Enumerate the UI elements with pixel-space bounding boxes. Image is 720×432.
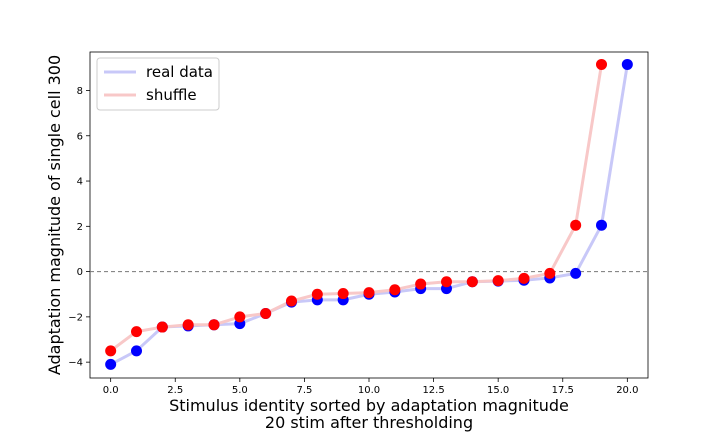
data-point-real-data [105,358,117,370]
data-point-real-data [596,219,607,231]
legend-label-shuffle: shuffle [146,86,197,104]
data-point-shuffle [570,219,582,231]
data-point-shuffle [182,319,194,331]
y-tick-label: −2 [68,312,83,323]
x-tick-label: 12.5 [422,385,444,396]
data-point-shuffle [466,276,478,288]
x-tick-label: 17.5 [552,385,574,396]
y-axis: −4 −2 0 2 4 6 8 [68,86,90,369]
data-point-shuffle [363,287,375,299]
data-point-shuffle [260,307,272,319]
data-point-shuffle [518,272,530,284]
data-point-shuffle [415,278,427,290]
data-point-shuffle [389,284,401,296]
x-axis-label: Stimulus identity sorted by adaptation m… [169,396,569,415]
y-tick-label: 4 [77,177,83,188]
data-point-shuffle [337,288,349,300]
data-point-shuffle [441,276,452,288]
x-tick-label: 20.0 [616,385,638,396]
x-tick-label: 7.5 [296,385,312,396]
x-tick-label: 5.0 [232,385,248,396]
y-tick-label: 6 [77,131,83,142]
data-point-shuffle [131,326,142,338]
data-point-shuffle [286,295,297,307]
legend-label-real-data: real data [146,63,213,81]
x-tick-label: 2.5 [167,385,183,396]
data-point-shuffle [234,311,246,323]
series-layer [105,58,633,370]
x-tick-label: 0.0 [103,385,119,396]
x-axis: 0.0 2.5 5.0 7.5 10.0 12.5 15.0 17.5 20.0 [103,378,638,396]
x-axis-label-line2: 20 stim after thresholding [265,413,473,432]
legend: real data shuffle [96,57,220,111]
data-point-shuffle [105,345,117,357]
data-point-shuffle [311,288,323,300]
data-point-shuffle [492,275,504,287]
data-point-real-data [621,58,633,70]
data-point-shuffle [156,321,168,333]
y-tick-label: −4 [68,358,83,369]
data-point-real-data [131,345,142,357]
data-point-shuffle [208,319,220,331]
y-tick-label: 8 [77,86,83,97]
y-tick-label: 0 [77,267,83,278]
x-tick-label: 15.0 [487,385,509,396]
y-tick-label: 2 [77,222,83,233]
data-point-shuffle [596,58,607,70]
y-axis-label: Adaptation magnitude of single cell 300 [45,55,64,375]
data-point-shuffle [544,267,556,279]
data-point-real-data [570,267,582,279]
x-tick-label: 10.0 [358,385,380,396]
